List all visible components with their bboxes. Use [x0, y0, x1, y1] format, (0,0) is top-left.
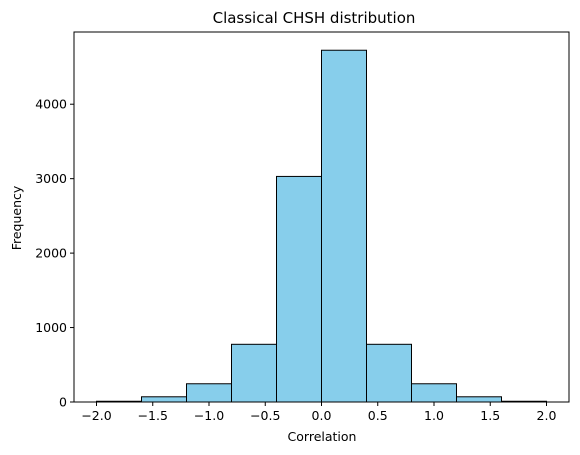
y-tick-label: 0	[59, 395, 67, 410]
chart-title: Classical CHSH distribution	[213, 9, 416, 27]
x-tick-label: −1.0	[194, 408, 224, 423]
histogram-bar	[367, 344, 412, 402]
x-tick-label: −1.5	[138, 408, 168, 423]
y-tick-label: 1000	[35, 320, 67, 335]
x-axis-ticks: −2.0 −1.5 −1.0 −0.5 0.0 0.5 1.0 1.5 2.0	[81, 402, 556, 423]
x-tick-label: 0.5	[368, 408, 388, 423]
y-axis-label: Frequency	[9, 185, 24, 250]
y-tick-label: 4000	[35, 97, 67, 112]
y-axis-ticks: 0 1000 2000 3000 4000	[35, 97, 74, 410]
x-tick-label: 0.0	[312, 408, 332, 423]
x-tick-label: −2.0	[81, 408, 111, 423]
histogram-bar	[232, 344, 277, 402]
bars-group	[97, 50, 547, 402]
histogram-bar	[187, 384, 232, 402]
histogram-bar	[412, 384, 457, 402]
histogram-bar	[322, 50, 367, 402]
x-axis-label: Correlation	[288, 429, 357, 444]
y-tick-label: 2000	[35, 246, 67, 261]
x-tick-label: 1.5	[480, 408, 500, 423]
y-tick-label: 3000	[35, 171, 67, 186]
histogram-bar	[277, 176, 322, 402]
histogram-bar	[142, 397, 187, 402]
x-tick-label: 2.0	[537, 408, 557, 423]
histogram-bar	[457, 397, 502, 402]
x-tick-label: −0.5	[250, 408, 280, 423]
x-tick-label: 1.0	[424, 408, 444, 423]
